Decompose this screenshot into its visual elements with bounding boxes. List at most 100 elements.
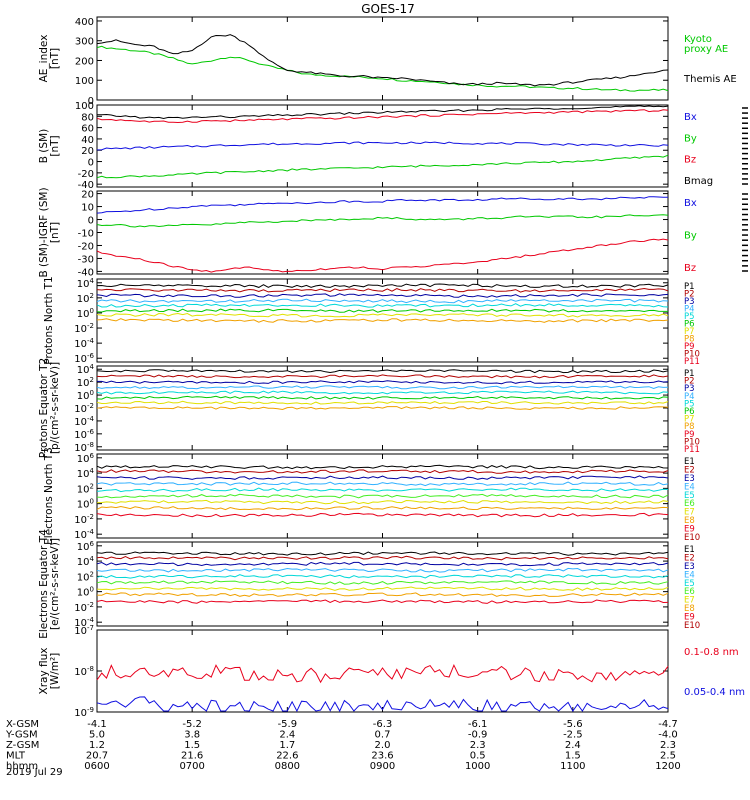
x-row-value: -4.7	[658, 719, 678, 730]
series-line	[96, 374, 669, 379]
y-axis-title: Electrons North T3	[43, 447, 55, 545]
legend-label: P5	[684, 312, 695, 322]
series-line	[96, 369, 669, 374]
series-line	[96, 663, 669, 684]
x-row-value: 0.7	[375, 730, 391, 741]
x-row-value: 1.7	[279, 740, 295, 751]
y-tick-label: 20	[81, 190, 94, 201]
y-tick-label: 104	[77, 363, 95, 376]
series-line	[96, 400, 669, 405]
y-axis-title: [nT]	[49, 135, 61, 156]
x-row-value: 5.0	[89, 730, 105, 741]
panel-frame	[96, 190, 669, 275]
x-row-value: 1.5	[565, 751, 581, 762]
legend-label: By	[684, 133, 697, 144]
x-row-label: MLT	[6, 751, 26, 762]
legend-label: Themis AE	[683, 74, 737, 85]
y-tick-label: 20	[81, 146, 94, 157]
y-tick-label: 0	[88, 158, 94, 169]
x-row-value: 0900	[370, 761, 395, 772]
legend-label: P10	[684, 437, 700, 447]
legend-label: 0.05-0.4 nm	[684, 687, 745, 698]
series-line	[96, 34, 669, 87]
series-line	[96, 599, 669, 604]
y-tick-label: 0	[88, 96, 94, 107]
legend-label: E10	[684, 621, 700, 631]
y-axis-title: Xray flux	[38, 648, 50, 695]
legend-label: Bz	[684, 155, 696, 166]
x-row-value: 23.6	[371, 751, 393, 762]
legend-label: E8	[684, 516, 695, 526]
y-axis-title: Protons Equator T2	[38, 358, 50, 458]
x-row-value: 2.5	[660, 751, 676, 762]
x-row-value: 0.5	[470, 751, 486, 762]
y-tick-label: 106	[77, 452, 95, 465]
y-tick-label: 100	[75, 101, 94, 112]
x-row-label: X-GSM	[6, 719, 39, 730]
plot-date: 2019 Jul 29	[6, 767, 63, 778]
legend-label: P4	[684, 305, 695, 315]
x-row-value: -2.5	[563, 730, 583, 741]
legend-label: Kyoto	[684, 34, 712, 45]
series-line	[97, 380, 669, 385]
legend-label: E9	[684, 525, 695, 535]
y-tick-label: 10-2	[74, 601, 94, 614]
y-tick-label: 100	[77, 586, 94, 599]
x-row-value: -0.9	[468, 730, 488, 741]
legend-label: Bmag	[684, 176, 713, 187]
series-line	[96, 567, 669, 573]
y-tick-label: 0	[88, 216, 94, 227]
y-axis-title: Electrons Equator T4	[38, 529, 50, 639]
legend-label: P11	[684, 357, 700, 367]
legend-label: P9	[684, 342, 695, 352]
x-row-label: Y-GSM	[5, 730, 38, 741]
legend-label: E7	[684, 508, 695, 518]
y-tick-label: 106	[77, 540, 95, 553]
x-row-value: 0600	[84, 761, 109, 772]
legend-label: E4	[684, 482, 695, 492]
legend-label: P1	[684, 282, 695, 292]
panel-frame	[96, 16, 669, 101]
y-tick-label: 104	[77, 555, 95, 568]
y-tick-label: -30	[78, 254, 94, 265]
series-line	[96, 487, 669, 493]
series-line	[96, 505, 669, 511]
y-tick-label: 80	[81, 112, 94, 123]
y-tick-label: 200	[75, 56, 94, 67]
y-tick-label: 10-4	[74, 337, 94, 350]
series-line	[96, 196, 669, 214]
x-row-value: 0700	[179, 761, 204, 772]
panel-3: 20 10 0 -10-20 -30 -40 B (SM)-IGRF (SM) [nT] Bx B…	[38, 187, 748, 278]
y-tick-label: 10-2	[74, 322, 94, 335]
x-row-value: 1.2	[89, 740, 105, 751]
y-tick-label: 102	[77, 482, 94, 495]
series-line	[96, 499, 669, 505]
legend-label: P4	[684, 392, 695, 402]
series-line	[96, 574, 669, 579]
y-axis-title: AE_index	[38, 35, 50, 83]
series-line	[96, 45, 669, 92]
series-line	[96, 464, 669, 470]
series-line	[96, 475, 669, 480]
series-line	[96, 586, 669, 591]
series-line	[96, 561, 669, 567]
series-line	[96, 385, 669, 390]
series-line	[96, 469, 669, 474]
series-line	[96, 512, 669, 518]
series-line	[96, 696, 669, 713]
series-line	[96, 109, 669, 124]
x-row-value: -5.6	[563, 719, 583, 730]
legend-label: P9	[684, 430, 695, 440]
x-row-value: 3.8	[184, 730, 200, 741]
x-row-label: hhmm	[6, 761, 38, 772]
legend-label: 0.1-0.8 nm	[684, 647, 739, 658]
legend-label: P3	[684, 297, 695, 307]
y-tick-label: 100	[77, 498, 94, 511]
legend-label: P7	[684, 415, 695, 425]
x-row-value: -5.2	[182, 719, 202, 730]
legend-label: E2	[684, 465, 695, 475]
